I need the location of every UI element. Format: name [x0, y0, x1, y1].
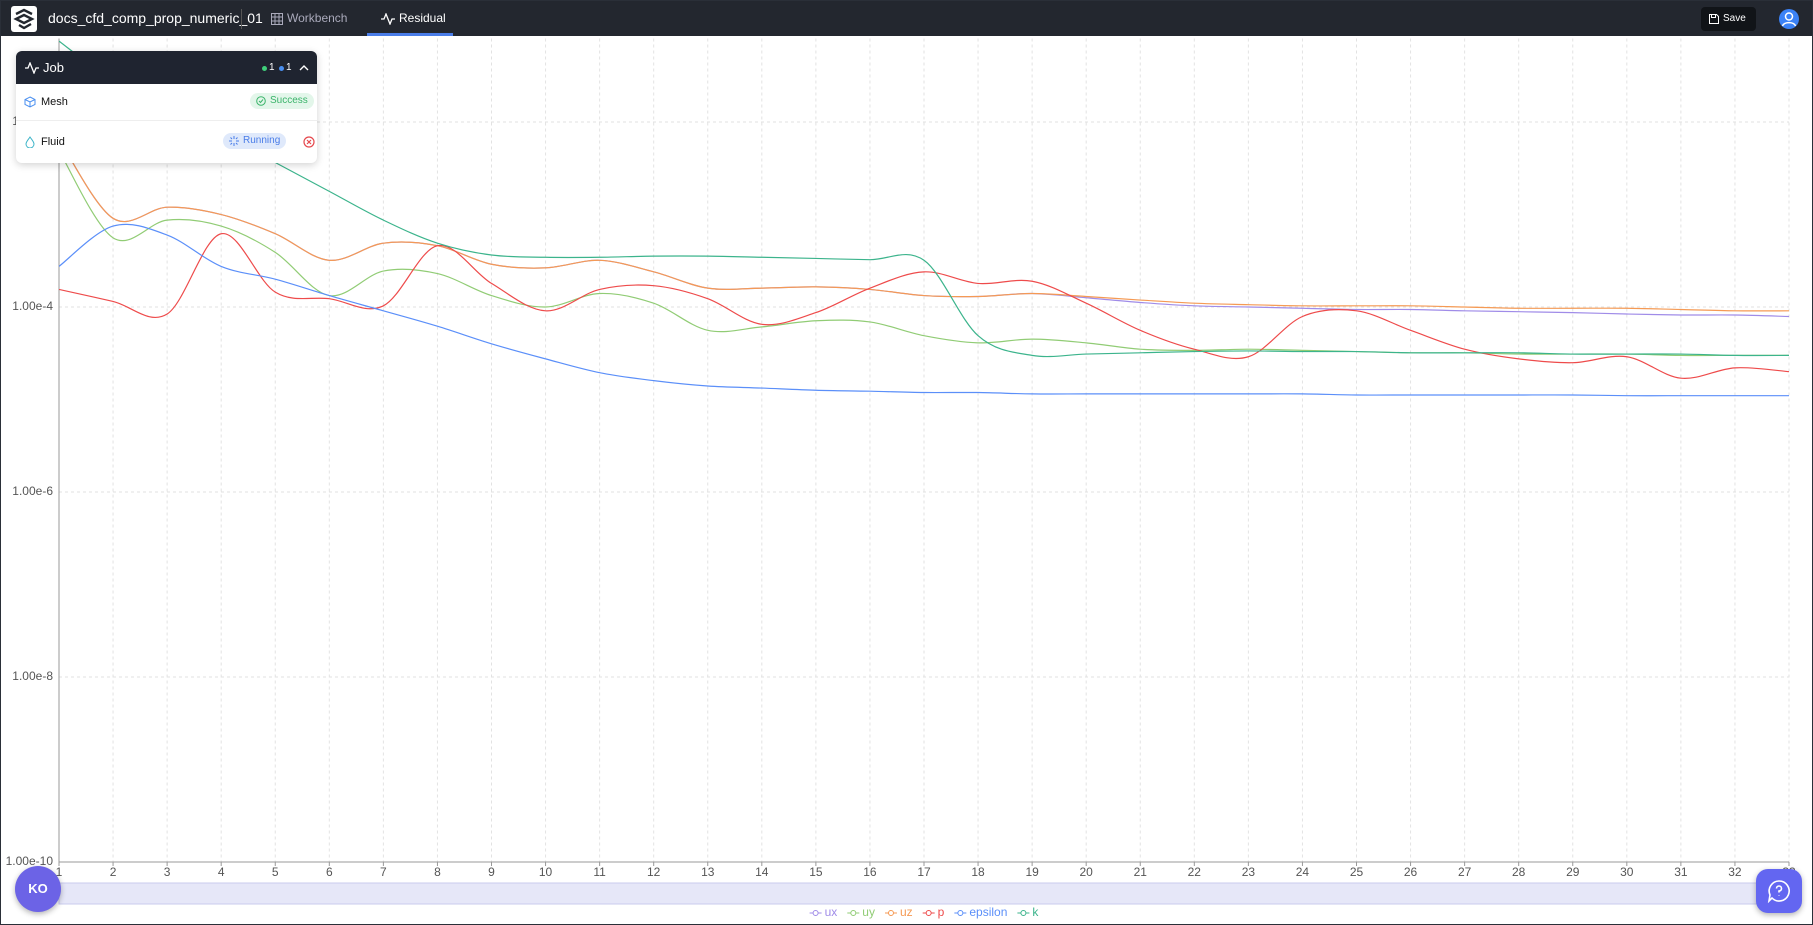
logo[interactable] [11, 6, 37, 32]
chat-button[interactable] [1756, 869, 1802, 913]
x-tick-label: 16 [863, 865, 877, 879]
workbench-icon [271, 13, 283, 25]
x-tick-label: 24 [1296, 865, 1310, 879]
x-tick-label: 29 [1566, 865, 1580, 879]
y-tick-label: 1.00e-4 [12, 299, 53, 313]
x-tick-label: 18 [971, 865, 985, 879]
job-name: Fluid [41, 136, 65, 148]
x-tick-label: 5 [272, 865, 279, 879]
success-icon [256, 96, 266, 106]
x-tick-label: 3 [164, 865, 171, 879]
x-tick-label: 11 [593, 865, 606, 879]
save-button[interactable]: Save [1701, 7, 1756, 31]
x-tick-label: 2 [110, 865, 117, 879]
legend-icon [957, 910, 964, 916]
legend-icon [850, 910, 857, 916]
tab-workbench[interactable]: Workbench [287, 11, 348, 25]
legend-icon [1020, 910, 1027, 916]
user-avatar[interactable] [1778, 8, 1800, 30]
x-tick-label: 17 [917, 865, 931, 879]
legend-label: k [1032, 905, 1039, 919]
x-tick-label: 9 [488, 865, 495, 879]
x-tick-label: 14 [755, 865, 769, 879]
cancel-button[interactable] [303, 136, 315, 148]
running-icon [229, 136, 239, 146]
x-tick-label: 1 [56, 865, 63, 879]
legend-label: p [938, 905, 945, 919]
x-tick-label: 8 [434, 865, 441, 879]
x-tick-label: 26 [1404, 865, 1418, 879]
x-tick-label: 4 [218, 865, 225, 879]
y-tick-label: 1.00e-8 [12, 669, 53, 683]
legend: ux uy uz p epsilon k [809, 905, 1039, 919]
status-badge: Running [223, 133, 287, 149]
success-dot [262, 66, 267, 71]
series-line [59, 150, 1789, 357]
legend-label: uz [900, 905, 913, 919]
legend-icon [887, 910, 894, 916]
x-tick-label: 7 [380, 865, 387, 879]
x-tick-label: 32 [1728, 865, 1742, 879]
legend-label: epsilon [969, 905, 1007, 919]
x-tick-label: 22 [1188, 865, 1202, 879]
y-tick-label: 1.00e-6 [12, 484, 53, 498]
divider [241, 9, 242, 29]
x-tick-label: 21 [1134, 865, 1148, 879]
running-dot [279, 66, 284, 71]
fluid-icon [25, 136, 35, 148]
y-tick-label: 1.00e-10 [6, 854, 54, 868]
x-tick-label: 31 [1674, 865, 1688, 879]
x-tick-label: 10 [539, 865, 553, 879]
job-icon [25, 62, 39, 74]
zoom-slider[interactable] [58, 882, 1790, 905]
job-row[interactable]: Mesh Success [16, 84, 317, 121]
mesh-icon [24, 96, 36, 108]
x-tick-label: 20 [1080, 865, 1094, 879]
x-tick-label: 27 [1458, 865, 1472, 879]
x-tick-label: 30 [1620, 865, 1634, 879]
x-tick-label: 19 [1025, 865, 1039, 879]
job-title: Job [43, 60, 64, 75]
x-tick-label: 23 [1242, 865, 1256, 879]
job-panel-header: Job 1 1 [16, 51, 317, 84]
series-line [59, 223, 1789, 397]
series-line [59, 40, 1790, 358]
series-line [59, 233, 1790, 379]
job-row[interactable]: Fluid Running [16, 124, 317, 160]
collapse-icon[interactable] [299, 64, 309, 72]
project-title: docs_cfd_comp_prop_numeric_01 [48, 10, 263, 26]
user-initials[interactable]: KO [15, 866, 61, 912]
legend-icon [812, 910, 819, 916]
running-count: 1 [286, 62, 292, 73]
chat-icon [1767, 880, 1790, 903]
success-count: 1 [269, 62, 275, 73]
x-tick-label: 25 [1350, 865, 1364, 879]
x-tick-label: 15 [809, 865, 823, 879]
x-tick-label: 13 [701, 865, 715, 879]
x-tick-label: 6 [326, 865, 333, 879]
active-tab-indicator [367, 33, 453, 36]
residual-icon [381, 13, 395, 25]
save-label: Save [1723, 13, 1746, 24]
job-name: Mesh [41, 96, 68, 108]
legend-icon [925, 910, 932, 916]
status-badge: Success [250, 93, 314, 109]
job-panel: Job 1 1 Mesh Success Fluid Running [16, 51, 317, 163]
legend-label: uy [862, 905, 875, 919]
x-tick-label: 28 [1512, 865, 1526, 879]
tab-residual[interactable]: Residual [399, 11, 446, 25]
legend-label: ux [825, 905, 838, 919]
top-bar: docs_cfd_comp_prop_numeric_01 Workbench … [1, 1, 1812, 36]
series-line [59, 138, 1790, 312]
x-tick-label: 12 [647, 865, 661, 879]
save-icon [1709, 14, 1719, 24]
